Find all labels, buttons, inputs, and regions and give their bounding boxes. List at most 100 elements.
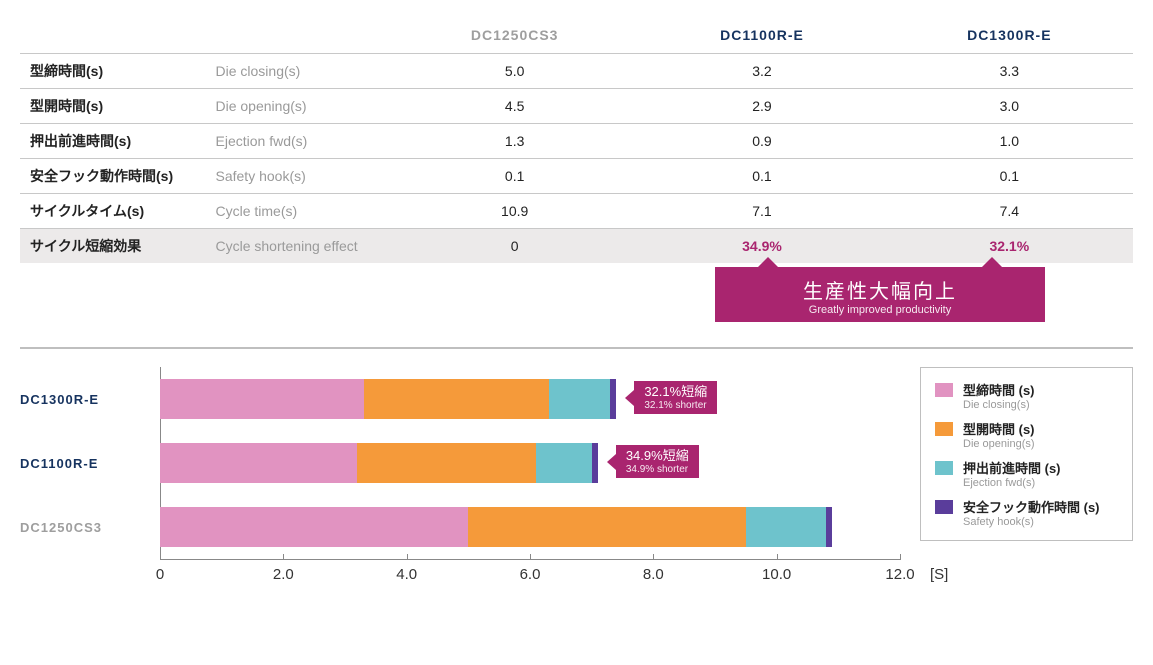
bar-segment — [746, 507, 826, 547]
chart-row: DC1300R-E 32.1%短縮32.1% shorter — [20, 367, 900, 431]
bar-callout: 34.9%短縮34.9% shorter — [616, 445, 699, 478]
bar-segment — [160, 379, 364, 419]
x-tick — [653, 554, 654, 560]
cell-value: 10.9 — [391, 194, 638, 229]
x-tick — [283, 554, 284, 560]
bar-segment — [364, 379, 549, 419]
table-row: サイクル短縮効果Cycle shortening effect034.9%32.… — [20, 229, 1133, 264]
legend-swatch — [935, 500, 953, 514]
legend-label-jp: 安全フック動作時間 (s) — [963, 497, 1100, 516]
bar-label: DC1300R-E — [20, 392, 160, 407]
legend-item: 安全フック動作時間 (s)Safety hook(s) — [935, 497, 1118, 528]
col-header: DC1100R-E — [638, 20, 885, 54]
chart-row: DC1250CS3 — [20, 495, 900, 559]
cell-value: 1.3 — [391, 124, 638, 159]
bar-segment — [536, 443, 592, 483]
legend-label-jp: 押出前進時間 (s) — [963, 458, 1061, 477]
x-axis: 02.04.06.08.010.012.0[S] — [160, 559, 900, 599]
chart-legend: 型締時間 (s)Die closing(s) 型開時間 (s)Die openin… — [920, 367, 1133, 541]
legend-label-jp: 型締時間 (s) — [963, 380, 1035, 399]
bar-callout-en: 34.9% shorter — [626, 464, 689, 476]
col-header: DC1300R-E — [886, 20, 1133, 54]
legend-text: 押出前進時間 (s)Ejection fwd(s) — [963, 458, 1061, 489]
x-tick-label: 10.0 — [762, 566, 791, 583]
callout-pointer-icon — [982, 257, 1002, 267]
row-label-en: Die opening(s) — [206, 89, 392, 124]
bar-callout-jp: 34.9%短縮 — [626, 448, 689, 463]
row-label-en: Cycle time(s) — [206, 194, 392, 229]
x-tick — [900, 554, 901, 560]
legend-text: 型締時間 (s)Die closing(s) — [963, 380, 1035, 411]
bar-segment — [610, 379, 616, 419]
legend-label-en: Ejection fwd(s) — [963, 477, 1061, 489]
bar-callout-en: 32.1% shorter — [644, 400, 707, 412]
x-tick — [777, 554, 778, 560]
legend-label-en: Safety hook(s) — [963, 516, 1100, 528]
legend-label-en: Die opening(s) — [963, 438, 1035, 450]
row-label-en: Ejection fwd(s) — [206, 124, 392, 159]
legend-swatch — [935, 422, 953, 436]
row-label-jp: サイクルタイム(s) — [20, 194, 206, 229]
table-row: 型開時間(s)Die opening(s)4.52.93.0 — [20, 89, 1133, 124]
row-label-en: Cycle shortening effect — [206, 229, 392, 264]
cell-value: 32.1% — [886, 229, 1133, 264]
legend-text: 安全フック動作時間 (s)Safety hook(s) — [963, 497, 1100, 528]
bar-segment — [549, 379, 611, 419]
bar-segment — [826, 507, 832, 547]
x-tick-label: 8.0 — [643, 566, 664, 583]
chart-row: DC1100R-E 34.9%短縮34.9% shorter — [20, 431, 900, 495]
x-axis-unit: [S] — [930, 566, 948, 583]
bar-label: DC1250CS3 — [20, 520, 160, 535]
col-header: DC1250CS3 — [391, 20, 638, 54]
cell-value: 2.9 — [638, 89, 885, 124]
productivity-callout: 生産性大幅向上 Greatly improved productivity — [715, 267, 1045, 322]
x-tick-label: 6.0 — [520, 566, 541, 583]
bar-callout-jp: 32.1%短縮 — [644, 384, 707, 399]
bar-label: DC1100R-E — [20, 456, 160, 471]
x-tick — [160, 554, 161, 560]
cell-value: 0 — [391, 229, 638, 264]
x-tick-label: 2.0 — [273, 566, 294, 583]
bar-stack — [160, 443, 598, 483]
bar-segment — [357, 443, 536, 483]
bar-stack — [160, 379, 616, 419]
legend-label-en: Die closing(s) — [963, 399, 1035, 411]
table-row: 安全フック動作時間(s)Safety hook(s)0.10.10.1 — [20, 159, 1133, 194]
cell-value: 7.4 — [886, 194, 1133, 229]
cell-value: 3.0 — [886, 89, 1133, 124]
chart-main: DC1300R-E 32.1%短縮32.1% shorter DC1100R-E 34… — [20, 367, 900, 599]
row-label-jp: サイクル短縮効果 — [20, 229, 206, 264]
bar-segment — [160, 443, 357, 483]
bar-segment — [468, 507, 746, 547]
bar-segment — [592, 443, 598, 483]
cell-value: 0.9 — [638, 124, 885, 159]
row-label-jp: 型開時間(s) — [20, 89, 206, 124]
table-row: 型締時間(s)Die closing(s)5.03.23.3 — [20, 54, 1133, 89]
x-tick-label: 12.0 — [885, 566, 914, 583]
bar-plot: 32.1%短縮32.1% shorter — [160, 367, 900, 431]
cycle-time-table: DC1250CS3 DC1100R-E DC1300R-E 型締時間(s)Die… — [20, 20, 1133, 263]
x-tick-label: 4.0 — [396, 566, 417, 583]
cell-value: 4.5 — [391, 89, 638, 124]
cell-value: 5.0 — [391, 54, 638, 89]
productivity-callout-wrap: 生産性大幅向上 Greatly improved productivity — [20, 267, 1133, 337]
bar-segment — [160, 507, 468, 547]
callout-title-jp: 生産性大幅向上 — [741, 275, 1019, 304]
row-label-jp: 押出前進時間(s) — [20, 124, 206, 159]
cell-value: 3.3 — [886, 54, 1133, 89]
row-label-jp: 型締時間(s) — [20, 54, 206, 89]
row-label-en: Safety hook(s) — [206, 159, 392, 194]
x-tick — [530, 554, 531, 560]
cell-value: 3.2 — [638, 54, 885, 89]
bar-callout: 32.1%短縮32.1% shorter — [634, 381, 717, 414]
cell-value: 1.0 — [886, 124, 1133, 159]
callout-title-en: Greatly improved productivity — [741, 304, 1019, 316]
cell-value: 0.1 — [886, 159, 1133, 194]
row-label-en: Die closing(s) — [206, 54, 392, 89]
legend-item: 型開時間 (s)Die opening(s) — [935, 419, 1118, 450]
table-header-row: DC1250CS3 DC1100R-E DC1300R-E — [20, 20, 1133, 54]
bar-plot — [160, 495, 900, 559]
legend-label-jp: 型開時間 (s) — [963, 419, 1035, 438]
callout-pointer-icon — [758, 257, 778, 267]
x-tick — [407, 554, 408, 560]
